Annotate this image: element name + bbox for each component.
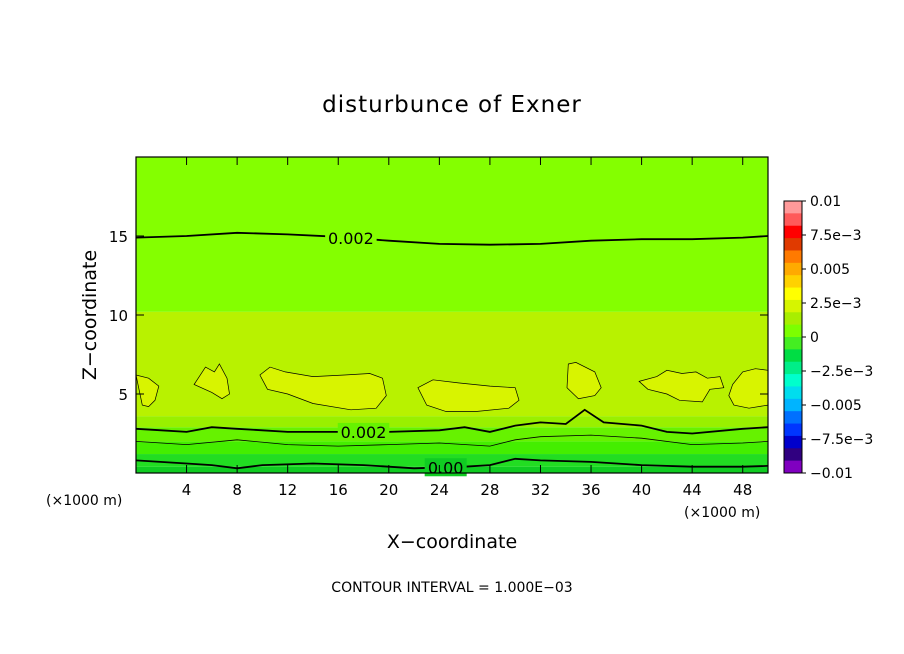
contour-labels: 0.002 0.002 0.00	[325, 228, 467, 477]
colorbar-segment-12	[784, 349, 802, 363]
colorbar-label-1: 7.5e−3	[810, 228, 862, 244]
colorbar-label-2: 0.005	[810, 262, 850, 278]
contour-label-bg-3	[424, 458, 467, 477]
filled-bands	[136, 157, 768, 473]
band-2	[136, 441, 768, 455]
colorbar-segment-19	[784, 435, 802, 449]
colorbar-label-7: −7.5e−3	[810, 432, 873, 448]
colorbar-segment-6	[784, 275, 802, 289]
contour-label-0: 0.002	[328, 229, 374, 248]
contour-patches	[136, 362, 768, 412]
band-6	[136, 157, 768, 312]
colorbar	[783, 200, 803, 474]
colorbar-segment-10	[784, 324, 802, 338]
x-tick-label-3: 16	[329, 481, 348, 499]
colorbar-label-6: −0.005	[810, 398, 862, 414]
colorbar-segment-11	[784, 337, 802, 350]
colorbar-segment-2	[784, 225, 802, 239]
x-tick-label-4: 20	[379, 481, 398, 499]
contour-label-bg-0	[325, 228, 377, 247]
colorbar-label-0: 0.01	[810, 194, 841, 210]
contour-label-3: 0.00	[428, 458, 464, 477]
x-tick-label-10: 44	[683, 481, 702, 499]
x-tick-label-8: 36	[581, 481, 600, 499]
band-3	[136, 427, 768, 442]
chart-title: disturbunce of Exner	[322, 92, 582, 118]
colorbar-segment-1	[784, 213, 802, 227]
colorbar-segment-8	[784, 299, 802, 313]
x-axis-ticks: 4 8 12 16 20 24 28 32 36 40 44 48	[182, 157, 752, 499]
colorbar-label-3: 2.5e−3	[810, 296, 862, 312]
colorbar-label-4: 0	[810, 330, 819, 346]
colorbar-segment-18	[784, 423, 802, 437]
colorbar-segment-7	[784, 287, 802, 301]
x-unit-left: (×1000 m)	[46, 493, 122, 509]
patch-6	[728, 368, 768, 409]
contour-line-1	[136, 408, 768, 435]
colorbar-labels: 0.01 7.5e−3 0.005 2.5e−3 0 −2.5e−3 −0.005 −7.5e…	[802, 194, 873, 482]
y-tick-label-2: 15	[109, 228, 128, 246]
colorbar-segment-4	[784, 250, 802, 264]
x-tick-label-11: 48	[733, 481, 752, 499]
patch-5	[638, 369, 725, 403]
colorbar-segment-15	[784, 386, 802, 400]
x-tick-label-5: 24	[430, 481, 449, 499]
y-tick-label-1: 10	[109, 307, 128, 325]
y-axis-ticks: 5 10 15	[109, 228, 768, 404]
patch-2	[259, 366, 387, 411]
patch-3	[417, 379, 520, 412]
colorbar-label-8: −0.01	[810, 466, 853, 482]
colorbar-segment-17	[784, 411, 802, 425]
x-tick-label-0: 4	[182, 481, 192, 499]
x-tick-label-6: 28	[480, 481, 499, 499]
colorbar-segment-13	[784, 361, 802, 375]
colorbar-segment-3	[784, 238, 802, 251]
colorbar-segment-14	[784, 374, 802, 387]
colorbar-segment-16	[784, 398, 802, 412]
y-axis-label: Z−coordinate	[79, 250, 101, 380]
x-tick-label-1: 8	[232, 481, 242, 499]
colorbar-segment-5	[784, 262, 802, 276]
colorbar-segment-20	[784, 448, 802, 462]
contour-line-2	[136, 434, 768, 447]
patch-1	[193, 363, 230, 400]
x-tick-label-9: 40	[632, 481, 651, 499]
x-unit-right: (×1000 m)	[684, 505, 760, 521]
contour-line-0	[136, 231, 768, 246]
band-4	[136, 416, 768, 428]
y-tick-label-0: 5	[118, 386, 128, 404]
colorbar-segment-9	[784, 312, 802, 326]
x-axis-label: X−coordinate	[387, 531, 517, 553]
contour-label-1: 0.002	[341, 423, 387, 442]
x-tick-label-2: 12	[278, 481, 297, 499]
colorbar-segment-0	[784, 201, 802, 214]
colorbar-label-5: −2.5e−3	[810, 364, 873, 380]
x-tick-label-7: 32	[531, 481, 550, 499]
colorbar-segment-21	[784, 460, 802, 474]
contour-label-bg-1	[337, 422, 390, 441]
patch-0	[136, 374, 160, 407]
patch-4	[566, 362, 602, 400]
plot-area	[136, 157, 768, 473]
contour-interval-note: CONTOUR INTERVAL = 1.000E−03	[331, 580, 572, 596]
